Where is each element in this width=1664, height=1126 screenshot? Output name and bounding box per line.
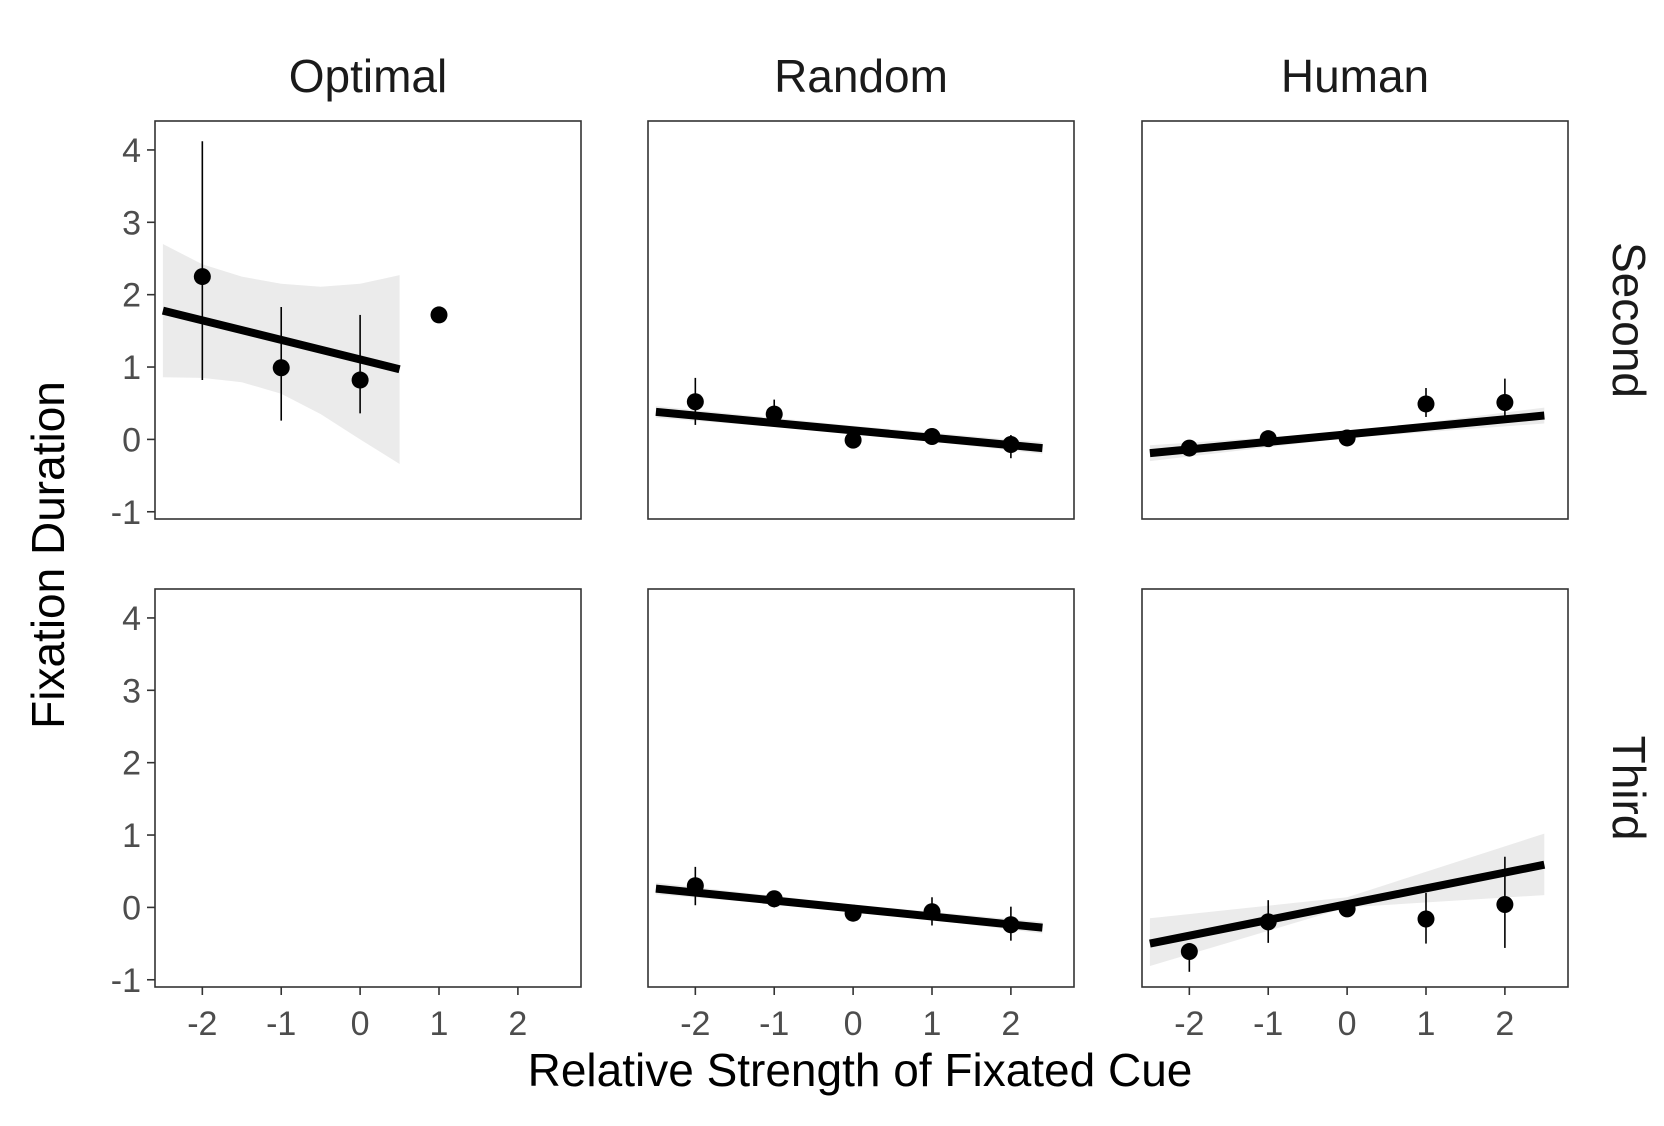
chart-panels: -1 0 1 2 3 4 -1 0 1 2 3 4 -2 -1 0 1 2 -2 -1 0 1 2 -2 -1 0 1 2 — [111, 120, 1569, 1043]
data-point — [351, 371, 369, 389]
data-point — [1496, 393, 1514, 411]
x-tick-label: -1 — [759, 1005, 789, 1043]
data-point — [686, 393, 704, 411]
data-point — [430, 306, 448, 324]
x-tick-label: 0 — [1338, 1005, 1357, 1043]
x-tick-label: 2 — [508, 1005, 527, 1043]
data-point — [1496, 896, 1514, 914]
panel-border — [154, 588, 582, 988]
y-tick-label: 4 — [122, 132, 141, 170]
data-point — [193, 268, 211, 286]
data-point — [1180, 943, 1198, 961]
y-tick-label: 3 — [122, 672, 141, 710]
column-strip-label: Human — [1281, 50, 1429, 102]
x-tick-label: 0 — [844, 1005, 863, 1043]
panel-human-second — [1141, 120, 1569, 520]
panel-optimal-third: -1 0 1 2 3 4 -2 -1 0 1 2 — [111, 588, 582, 1043]
panel-border — [1141, 120, 1569, 520]
data-point — [1338, 429, 1356, 447]
x-tick-label: 0 — [351, 1005, 370, 1043]
panel-optimal-second: -1 0 1 2 3 4 — [111, 120, 582, 532]
panel-border — [154, 120, 582, 520]
y-tick-label: 1 — [122, 349, 141, 387]
data-point — [686, 877, 704, 895]
y-tick-label: 0 — [122, 889, 141, 927]
x-tick-label: 2 — [1495, 1005, 1514, 1043]
data-point — [1180, 439, 1198, 457]
confidence-band — [1149, 833, 1545, 966]
x-tick-label: -2 — [1174, 1005, 1204, 1043]
x-tick-label: -1 — [266, 1005, 296, 1043]
data-point — [923, 428, 941, 446]
data-point — [1417, 395, 1435, 413]
panel-human-third: -2 -1 0 1 2 — [1141, 588, 1569, 1043]
row-strip-label: Third — [1603, 736, 1655, 841]
y-tick-label: 0 — [122, 421, 141, 459]
y-tick-label: 2 — [122, 277, 141, 315]
data-point — [844, 904, 862, 922]
column-strip-label: Optimal — [289, 50, 447, 102]
panel-random-third: -2 -1 0 1 2 — [647, 588, 1075, 1043]
panel-border — [1141, 588, 1569, 988]
y-tick-label: -1 — [111, 494, 141, 532]
data-point — [1002, 435, 1020, 453]
y-tick-label: 3 — [122, 204, 141, 242]
data-point — [1417, 910, 1435, 928]
panel-border — [647, 120, 1075, 520]
y-tick-label: -1 — [111, 962, 141, 1000]
data-point — [923, 903, 941, 921]
data-point — [1259, 430, 1277, 448]
data-point — [765, 405, 783, 423]
data-point — [765, 890, 783, 908]
x-tick-label: 1 — [430, 1005, 449, 1043]
y-tick-label: 2 — [122, 745, 141, 783]
y-tick-label: 4 — [122, 600, 141, 638]
column-strip-label: Random — [774, 50, 948, 102]
y-tick-label: 1 — [122, 817, 141, 855]
data-point — [844, 431, 862, 449]
row-strip-label: Second — [1603, 242, 1655, 398]
panel-border — [647, 588, 1075, 988]
regression-line — [655, 407, 1043, 453]
x-tick-label: 1 — [923, 1005, 942, 1043]
x-tick-label: -1 — [1253, 1005, 1283, 1043]
x-axis-title: Relative Strength of Fixated Cue — [528, 1044, 1193, 1096]
facet-strip-labels: Optimal Random Human Second Third — [289, 50, 1655, 840]
x-tick-label: -2 — [680, 1005, 710, 1043]
x-tick-label: 2 — [1001, 1005, 1020, 1043]
data-point — [272, 359, 290, 377]
data-point — [1338, 900, 1356, 918]
data-point — [1259, 913, 1277, 931]
panel-random-second — [647, 120, 1075, 520]
y-axis-title: Fixation Duration — [22, 381, 74, 729]
data-point — [1002, 916, 1020, 934]
regression-line — [161, 306, 401, 374]
x-tick-label: -2 — [187, 1005, 217, 1043]
x-tick-label: 1 — [1417, 1005, 1436, 1043]
